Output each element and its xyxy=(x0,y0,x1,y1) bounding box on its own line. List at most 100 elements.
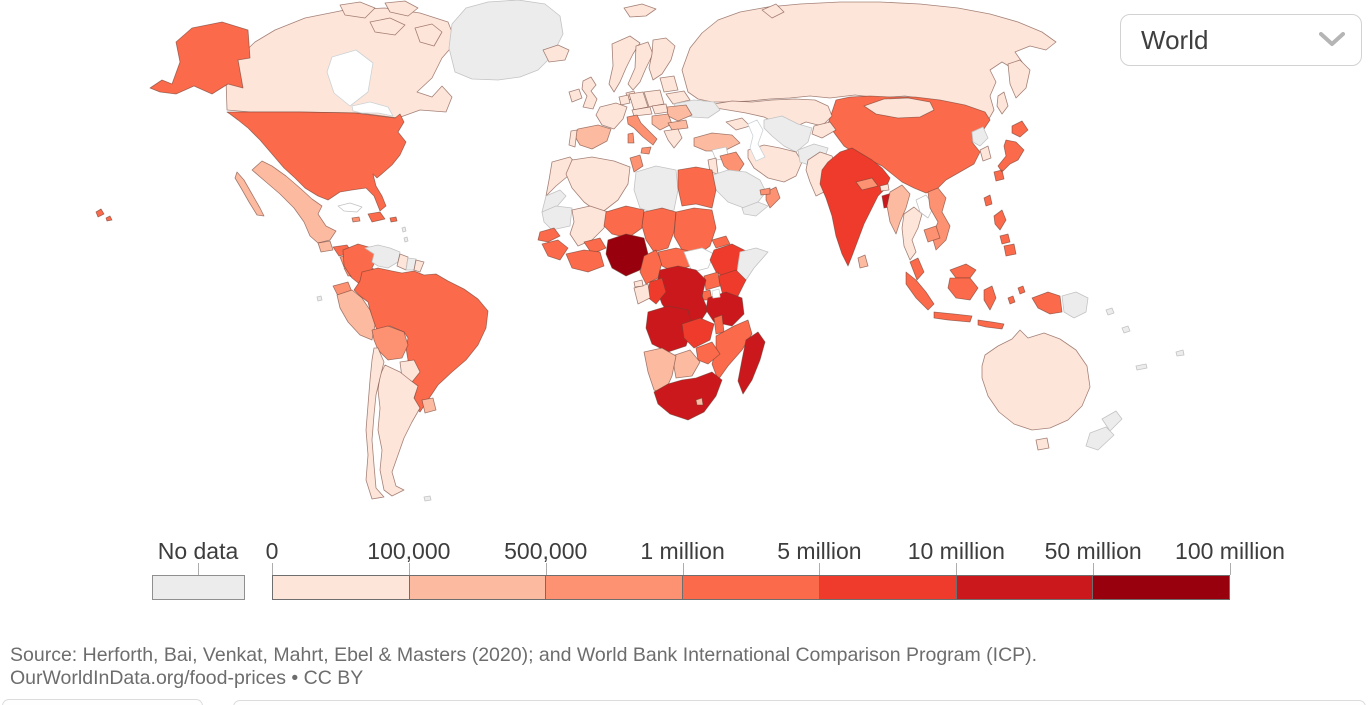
country-tanzania[interactable] xyxy=(705,291,745,327)
country-italy[interactable] xyxy=(626,114,658,155)
country-tunisia[interactable] xyxy=(629,154,644,173)
country-bhutan[interactable] xyxy=(879,183,890,192)
country-borneo-indonesia[interactable] xyxy=(947,277,979,301)
country-cambodia[interactable] xyxy=(923,225,941,243)
country-malaysia-peninsula[interactable] xyxy=(909,257,925,281)
country-novaya-zemlya-russia[interactable] xyxy=(761,3,785,19)
country-libya[interactable] xyxy=(633,165,679,215)
legend-no-data-swatch[interactable] xyxy=(152,575,245,600)
country-north-korea[interactable] xyxy=(971,126,989,147)
country-madagascar[interactable] xyxy=(737,331,766,395)
country-uruguay[interactable] xyxy=(421,397,437,414)
country-finland[interactable] xyxy=(648,37,676,81)
country-greenland[interactable] xyxy=(448,0,564,81)
country-java-indonesia[interactable] xyxy=(933,311,973,323)
footer-control-cutoff-right[interactable] xyxy=(233,700,1366,705)
country-india[interactable] xyxy=(819,147,891,267)
country-guinea-sierra-leone-liberia[interactable] xyxy=(541,239,569,261)
country-taiwan[interactable] xyxy=(983,194,993,207)
country-usa[interactable] xyxy=(226,111,407,212)
country-eritrea[interactable] xyxy=(711,235,731,249)
country-gabon[interactable] xyxy=(633,283,651,305)
legend-bin-4[interactable] xyxy=(818,575,957,600)
country-south-africa[interactable] xyxy=(653,371,723,421)
country-bulgaria[interactable] xyxy=(667,119,689,131)
country-ivory-coast-ghana-togo-benin[interactable] xyxy=(565,249,605,273)
country-papua-new-guinea[interactable] xyxy=(1061,291,1089,319)
country-niger[interactable] xyxy=(603,205,645,239)
country-borneo-malaysia[interactable] xyxy=(949,263,977,279)
country-botswana[interactable] xyxy=(671,349,701,379)
country-argentina[interactable] xyxy=(377,364,421,497)
country-russia[interactable] xyxy=(681,1,1057,125)
country-cuba[interactable] xyxy=(337,202,363,213)
country-egypt[interactable] xyxy=(677,166,717,209)
country-chile[interactable] xyxy=(365,347,385,500)
country-benelux[interactable] xyxy=(618,94,631,106)
country-hungary-slovakia[interactable] xyxy=(651,103,669,115)
country-mongolia[interactable] xyxy=(863,97,935,119)
country-kyrgyzstan-tajikistan[interactable] xyxy=(811,121,837,139)
country-sri-lanka[interactable] xyxy=(857,254,869,269)
country-nepal[interactable] xyxy=(855,177,879,191)
country-canada-arctic-1[interactable] xyxy=(339,1,376,19)
country-australia[interactable] xyxy=(981,329,1091,431)
country-zambia[interactable] xyxy=(681,317,715,349)
country-new-zealand[interactable] xyxy=(1085,410,1123,451)
country-maluku-indonesia[interactable] xyxy=(1007,285,1026,305)
country-belarus[interactable] xyxy=(665,90,691,105)
country-lesotho[interactable] xyxy=(695,397,704,406)
country-japan[interactable] xyxy=(993,120,1029,182)
country-uzbekistan-turkmenistan[interactable] xyxy=(763,115,813,153)
country-nigeria[interactable] xyxy=(605,233,649,277)
legend-bin-6[interactable] xyxy=(1092,575,1231,600)
country-hispaniola[interactable] xyxy=(367,211,386,223)
country-tasmania-australia[interactable] xyxy=(1035,437,1050,451)
country-lesser-antilles[interactable] xyxy=(401,226,409,243)
country-sakhalin-russia[interactable] xyxy=(996,91,1009,115)
country-yemen[interactable] xyxy=(741,201,769,217)
country-spain[interactable] xyxy=(573,124,612,150)
country-hawaii-usa[interactable] xyxy=(95,208,113,222)
country-western-sahara[interactable] xyxy=(541,189,567,213)
country-mexico[interactable] xyxy=(234,160,337,244)
country-jamaica[interactable] xyxy=(351,216,361,223)
legend-bin-0[interactable] xyxy=(272,575,410,600)
country-sulawesi-indonesia[interactable] xyxy=(983,285,997,311)
country-sumatra-indonesia[interactable] xyxy=(905,271,935,311)
country-saudi-arabia[interactable] xyxy=(709,169,767,209)
country-svalbard[interactable] xyxy=(623,3,657,18)
country-sweden[interactable] xyxy=(627,41,654,91)
country-galapagos[interactable] xyxy=(316,295,323,302)
country-iceland[interactable] xyxy=(542,44,570,63)
country-caucasus[interactable] xyxy=(725,117,751,131)
country-philippines[interactable] xyxy=(993,209,1017,257)
country-switzerland-austria-czechia[interactable] xyxy=(631,106,653,117)
country-kamchatka-russia[interactable] xyxy=(1007,59,1031,99)
country-chad[interactable] xyxy=(641,207,677,253)
country-canada-baffin[interactable] xyxy=(414,23,443,47)
country-senegal-gambia[interactable] xyxy=(537,227,561,243)
country-uae[interactable] xyxy=(759,187,771,196)
country-iraq[interactable] xyxy=(719,151,745,177)
footer-control-cutoff-left[interactable] xyxy=(2,699,203,705)
country-france[interactable] xyxy=(595,102,628,130)
country-algeria[interactable] xyxy=(565,156,631,215)
country-alaska-usa[interactable] xyxy=(149,21,251,95)
country-myanmar[interactable] xyxy=(886,184,911,235)
country-venezuela[interactable] xyxy=(364,244,401,269)
country-angola[interactable] xyxy=(645,305,693,353)
legend-bin-1[interactable] xyxy=(408,575,547,600)
country-papua-indonesia[interactable] xyxy=(1031,291,1063,315)
legend-bin-3[interactable] xyxy=(682,575,820,600)
country-united-kingdom[interactable] xyxy=(581,76,598,110)
country-south-korea[interactable] xyxy=(979,145,992,162)
country-balkans[interactable] xyxy=(651,113,673,131)
country-pacific-islands[interactable] xyxy=(1105,307,1185,371)
legend-bin-2[interactable] xyxy=(545,575,684,600)
country-thailand[interactable] xyxy=(901,206,923,261)
country-ireland[interactable] xyxy=(568,88,583,103)
country-puerto-rico[interactable] xyxy=(389,216,398,223)
country-mauritania[interactable] xyxy=(541,205,573,231)
country-baltics[interactable] xyxy=(659,75,679,93)
